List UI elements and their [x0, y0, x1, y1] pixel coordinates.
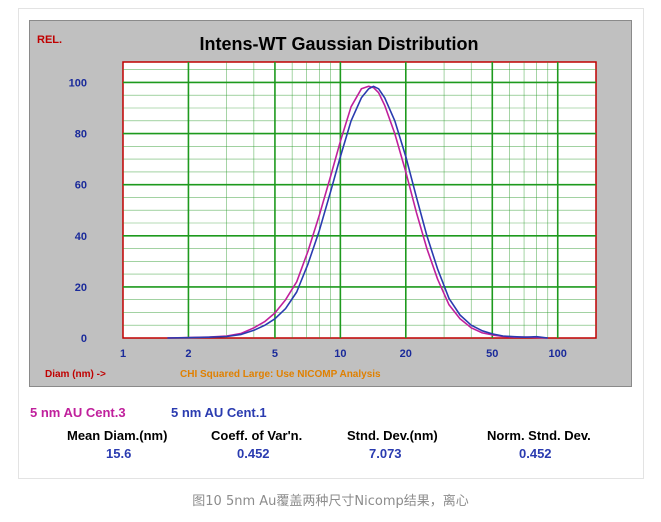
coeff-var-label: Coeff. of Var'n. — [211, 428, 303, 443]
x-tick-label: 20 — [400, 348, 412, 360]
legend-series-2: 5 nm AU Cent.1 — [171, 405, 267, 420]
y-tick-label: 100 — [69, 77, 87, 89]
norm-stnd-dev-value: 0.452 — [519, 446, 552, 461]
series-line-1 — [167, 85, 548, 339]
stnd-dev-label: Stnd. Dev.(nm) — [347, 428, 438, 443]
y-tick-label: 40 — [75, 231, 87, 243]
chart-panel: REL. Intens-WT Gaussian Distribution 0 20… — [29, 20, 632, 387]
stnd-dev-value: 7.073 — [369, 446, 402, 461]
x-tick-label: 100 — [549, 348, 567, 360]
mean-diam-value: 15.6 — [106, 446, 132, 461]
x-tick-label: 1 — [120, 348, 126, 360]
chart: REL. Intens-WT Gaussian Distribution 0 20… — [37, 34, 597, 380]
y-tick-label: 20 — [75, 282, 87, 294]
chi-squared-warning: CHI Squared Large: Use NICOMP Analysis — [180, 369, 381, 380]
x-tick-label: 2 — [185, 348, 191, 360]
x-tick-label: 50 — [486, 348, 498, 360]
mean-diam-label: Mean Diam.(nm) — [67, 428, 168, 443]
x-tick-label: 5 — [272, 348, 278, 360]
series-line-2 — [167, 85, 548, 339]
legend-series-1: 5 nm AU Cent.3 — [30, 405, 126, 420]
chart-title: Intens-WT Gaussian Distribution — [199, 34, 478, 54]
x-axis-label: Diam (nm) -> — [45, 369, 106, 380]
coeff-var-value: 0.452 — [237, 446, 270, 461]
figure-caption: 图10 5nm Au覆盖两种尺寸Nicomp结果，离心 — [192, 494, 469, 509]
norm-stnd-dev-label: Norm. Stnd. Dev. — [487, 428, 591, 443]
x-tick-label: 10 — [334, 348, 346, 360]
y-axis-label: REL. — [37, 34, 62, 46]
y-tick-label: 80 — [75, 129, 87, 141]
y-tick-label: 60 — [75, 180, 87, 192]
y-tick-label: 0 — [81, 333, 87, 345]
